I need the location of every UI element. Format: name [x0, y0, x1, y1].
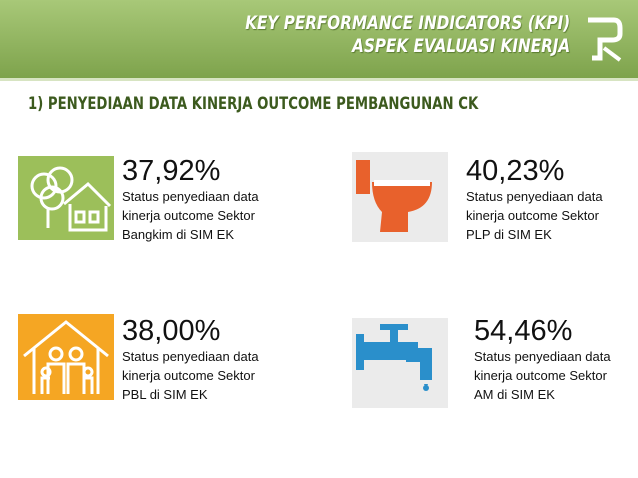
kpi-description: kinerja outcome Sektor: [466, 208, 599, 223]
kpi-value: 54,46%: [474, 315, 573, 347]
kpi-description: AM di SIM EK: [474, 387, 555, 402]
section-heading: 1) PENYEDIAAN DATA KINERJA OUTCOME PEMBA…: [28, 94, 479, 114]
kpi-value: 38,00%: [122, 315, 221, 347]
kpi-description: Status penyediaan data: [474, 349, 611, 364]
kpi-description: PBL di SIM EK: [122, 387, 208, 402]
kpi-description: Bangkim di SIM EK: [122, 227, 234, 242]
kpi-item: 40,23% Status penyediaan data kinerja outc…: [466, 155, 603, 244]
kpi-description: Status penyediaan data: [466, 189, 603, 204]
water-icon: [352, 318, 448, 408]
kpi-value: 40,23%: [466, 155, 565, 187]
header-title: KEY PERFORMANCE INDICATORS (KPI) ASPEK E…: [245, 12, 570, 58]
kpi-description: kinerja outcome Sektor: [474, 368, 607, 383]
logo: [588, 17, 623, 62]
header: KEY PERFORMANCE INDICATORS (KPI) ASPEK E…: [0, 0, 638, 81]
kpi-item: 37,92% Status penyediaan data kinerja outc…: [122, 155, 259, 244]
building-icon: [18, 314, 114, 400]
header-line: KEY PERFORMANCE INDICATORS (KPI): [245, 12, 570, 34]
kpi-value: 37,92%: [122, 155, 221, 187]
kpi-item: 54,46% Status penyediaan data kinerja outc…: [474, 315, 611, 404]
housing-icon: [18, 156, 114, 240]
header-line: ASPEK EVALUASI KINERJA: [351, 35, 570, 57]
kpi-description: Status penyediaan data: [122, 349, 259, 364]
kpi-description: kinerja outcome Sektor: [122, 208, 255, 223]
kpi-description: PLP di SIM EK: [466, 227, 552, 242]
kpi-item: 38,00% Status penyediaan data kinerja outc…: [122, 315, 259, 404]
kpi-description: Status penyediaan data: [122, 189, 259, 204]
kpi-description: kinerja outcome Sektor: [122, 368, 255, 383]
sanitation-icon: [352, 152, 448, 242]
